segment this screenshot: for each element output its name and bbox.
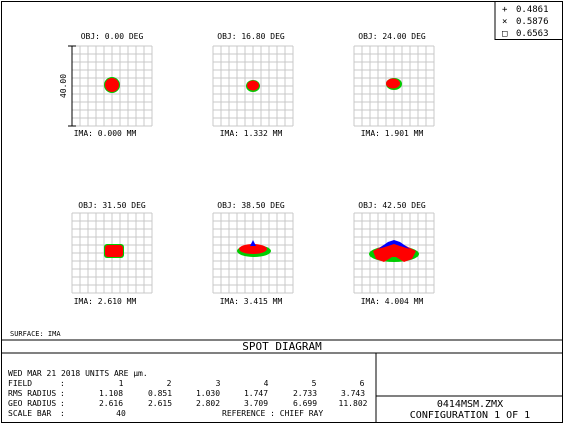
ima-label-6: IMA: 4.004 MM — [361, 297, 424, 306]
geo-label: GEO RADIUS — [8, 399, 56, 408]
legend-label-2: 0.6563 — [516, 29, 549, 39]
spot-3 — [386, 78, 402, 90]
reference-label: REFERENCE : CHIEF RAY — [222, 409, 323, 418]
legend-symbol-1: × — [502, 17, 507, 27]
obj-label-4: OBJ: 31.50 DEG — [78, 201, 146, 210]
ima-label-3: IMA: 1.901 MM — [361, 129, 424, 138]
scale-bar: 40.00 — [59, 45, 76, 127]
legend-symbol-2: □ — [502, 29, 508, 39]
surface-label: SURFACE: IMA — [10, 330, 61, 338]
geo-1: 2.616 — [99, 399, 123, 408]
geo-6: 11.802 — [339, 399, 368, 408]
svg-text::: : — [60, 389, 65, 398]
obj-label-2: OBJ: 16.80 DEG — [217, 32, 285, 41]
rms-label: RMS RADIUS — [8, 389, 56, 398]
svg-text::: : — [60, 409, 65, 418]
diagram-title: SPOT DIAGRAM — [242, 340, 322, 353]
svg-text::: : — [60, 399, 65, 408]
info-block: WED MAR 21 2018 UNITS ARE µm. FIELD : 1 … — [8, 369, 368, 418]
obj-label-1: OBJ: 0.00 DEG — [81, 32, 144, 41]
ima-label-5: IMA: 3.415 MM — [220, 297, 283, 306]
wavelength-legend: + 0.4861 × 0.5876 □ 0.6563 — [494, 1, 563, 40]
field-1: 1 — [119, 379, 124, 388]
geo-3: 2.802 — [196, 399, 220, 408]
obj-label-5: OBJ: 38.50 DEG — [217, 201, 285, 210]
legend-symbol-0: + — [502, 5, 508, 15]
rms-5: 2.733 — [293, 389, 317, 398]
field-4: 4 — [264, 379, 269, 388]
geo-2: 2.615 — [148, 399, 172, 408]
spot-grid-6 — [353, 212, 435, 294]
legend-label-0: 0.4861 — [516, 5, 549, 15]
geo-5: 6.699 — [293, 399, 317, 408]
ima-label-4: IMA: 2.610 MM — [74, 297, 137, 306]
rms-1: 1.108 — [99, 389, 123, 398]
field-3: 3 — [216, 379, 221, 388]
rms-6: 3.743 — [341, 389, 365, 398]
spot-grid-4 — [71, 212, 153, 294]
spot-1 — [104, 77, 120, 93]
spot-4 — [104, 244, 124, 258]
field-6: 6 — [360, 379, 365, 388]
spot-5 — [237, 240, 271, 257]
file-name: 0414MSM.ZMX — [437, 399, 503, 410]
spot-labels: OBJ: 0.00 DEG IMA: 0.000 MM OBJ: 16.80 D… — [74, 32, 426, 306]
spot-2 — [246, 80, 260, 92]
spot-6 — [369, 240, 419, 262]
spot-grid-3 — [353, 45, 435, 127]
obj-label-3: OBJ: 24.00 DEG — [358, 32, 426, 41]
svg-text::: : — [60, 379, 65, 388]
scalebar-value: 40 — [116, 409, 126, 418]
scalebar-label: SCALE BAR — [8, 409, 52, 418]
geo-4: 3.709 — [244, 399, 268, 408]
ima-label-1: IMA: 0.000 MM — [74, 129, 137, 138]
legend-label-1: 0.5876 — [516, 17, 549, 27]
field-5: 5 — [312, 379, 317, 388]
field-2: 2 — [167, 379, 172, 388]
rms-2: 0.851 — [148, 389, 172, 398]
field-label: FIELD — [8, 379, 32, 388]
ima-label-2: IMA: 1.332 MM — [220, 129, 283, 138]
scale-bar-label: 40.00 — [59, 74, 68, 98]
date-units-line: WED MAR 21 2018 UNITS ARE µm. — [8, 369, 148, 378]
obj-label-6: OBJ: 42.50 DEG — [358, 201, 426, 210]
rms-3: 1.030 — [196, 389, 220, 398]
configuration: CONFIGURATION 1 OF 1 — [410, 410, 530, 421]
rms-4: 1.747 — [244, 389, 268, 398]
